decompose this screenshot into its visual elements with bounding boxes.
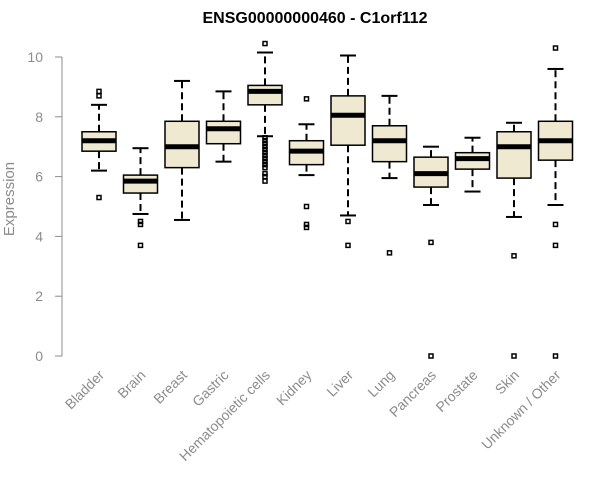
outlier-point [262,137,268,144]
y-tick-label: 2 [35,288,43,304]
box-kidney [288,96,325,231]
outlier-point [511,253,517,259]
outlier-point [137,218,144,225]
outlier-point [262,152,268,159]
outlier-point [262,146,268,153]
x-tick-label: Bladder [62,367,108,413]
iqr-box [496,131,532,179]
outlier-point [262,134,268,141]
outlier-point [552,242,559,249]
outlier-point [552,353,559,359]
iqr-box [122,174,159,194]
outlier-point [262,40,268,47]
box-skin [496,121,532,359]
y-tick-label: 4 [35,228,43,244]
y-axis-label: Expression [1,162,18,236]
outlier-point [96,194,102,201]
outlier-point [345,242,351,249]
iqr-box [205,120,242,145]
outlier-point [303,96,310,102]
x-tick-label: Prostate [432,367,480,415]
outlier-point [137,242,144,249]
y-axis-ticks: 0 2 4 6 8 10 [27,49,62,364]
chart-title: ENSG00000000460 - C1orf112 [202,10,427,27]
outlier-point [262,140,268,147]
iqr-box [371,125,408,163]
outlier-point [137,221,144,228]
outlier-point [262,143,268,150]
x-tick-label: Kidney [273,367,315,409]
outlier-point [345,218,351,225]
box-hematopoietic-cells [247,40,283,184]
outlier-point [552,221,559,228]
box-series [81,40,574,359]
outlier-point [303,221,310,228]
box-unknown-other [537,45,574,359]
outlier-point [303,224,310,231]
iqr-box [330,95,366,146]
x-tick-label: Brain [114,367,148,401]
box-bladder [81,88,117,201]
y-tick-label: 10 [27,49,43,65]
x-tick-label: Lung [364,367,397,400]
outlier-point [262,161,268,168]
box-brain [122,147,159,249]
box-breast [164,79,200,221]
outlier-point [262,149,268,156]
x-tick-label: Breast [150,367,190,407]
outlier-point [96,93,102,99]
outlier-point [386,250,393,256]
box-prostate [454,136,491,193]
outlier-point [428,239,434,246]
outlier-point [96,88,102,95]
y-tick-label: 8 [35,109,43,125]
outlier-point [262,155,268,162]
y-tick-label: 0 [35,348,43,364]
outlier-point [262,158,268,165]
box-pancreas [413,145,449,359]
outlier-point [262,173,268,180]
outlier-point [262,164,268,171]
box-lung [371,94,408,256]
x-tick-label: Skin [492,367,523,398]
outlier-point [428,353,434,359]
x-tick-label: Unknown / Other [478,367,564,453]
outlier-point [303,203,310,210]
outlier-point [552,45,559,51]
box-liver [330,54,366,249]
outlier-point [262,170,268,177]
iqr-box [247,84,283,106]
outlier-point [262,178,268,184]
x-tick-label: Liver [323,367,356,400]
outlier-point [511,353,517,359]
box-gastric [205,90,242,163]
y-tick-label: 6 [35,169,43,185]
